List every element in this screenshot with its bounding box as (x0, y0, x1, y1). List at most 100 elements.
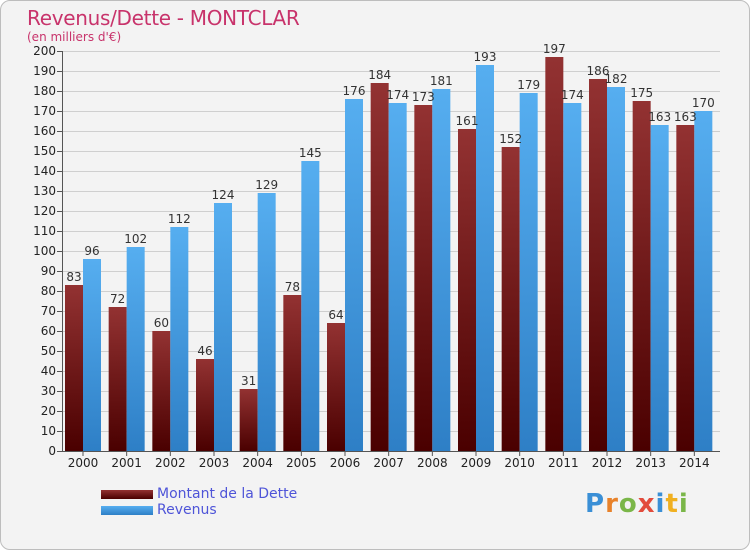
x-tick-label: 2014 (679, 456, 710, 470)
data-label-dette: 161 (456, 114, 479, 128)
y-tick-label: 80 (41, 284, 56, 298)
y-tick-label: 50 (41, 344, 56, 358)
data-label-revenus: 96 (84, 244, 99, 258)
data-label-dette: 60 (154, 316, 169, 330)
data-label-dette: 78 (285, 280, 300, 294)
x-tick-label: 2013 (635, 456, 666, 470)
bar-revenus (650, 125, 669, 451)
data-label-dette: 163 (674, 110, 697, 124)
bar-dette (239, 389, 258, 451)
y-tick-label: 110 (33, 224, 56, 238)
data-label-revenus: 174 (561, 88, 584, 102)
data-label-revenus: 145 (299, 146, 322, 160)
chart-title: Revenus/Dette - MONTCLAR (27, 6, 300, 30)
data-label-dette: 197 (543, 42, 566, 56)
data-label-revenus: 124 (212, 188, 235, 202)
x-tick-label: 2012 (592, 456, 623, 470)
y-tick-label: 0 (48, 444, 56, 458)
x-tick-label: 2011 (548, 456, 579, 470)
y-tick-label: 70 (41, 304, 56, 318)
x-tick-label: 2009 (461, 456, 492, 470)
logo-letter: t (665, 489, 679, 519)
bar-revenus (345, 99, 363, 451)
x-tick-label: 2007 (373, 456, 404, 470)
bar-dette (108, 307, 127, 451)
bar-dette (676, 125, 695, 451)
logo-letter: x (637, 489, 656, 519)
y-tick-label: 90 (41, 264, 56, 278)
bar-dette (370, 83, 389, 451)
x-tick-label: 2010 (504, 456, 535, 470)
y-tick-label: 160 (33, 124, 56, 138)
y-tick-label: 190 (33, 64, 56, 78)
bars (65, 57, 713, 451)
y-tick-label: 40 (41, 364, 56, 378)
data-label-revenus: 102 (124, 232, 147, 246)
bar-revenus (301, 161, 320, 451)
y-tick-label: 30 (41, 384, 56, 398)
logo-letter: o (618, 489, 638, 519)
logo-letter: i (655, 489, 666, 519)
bar-revenus (432, 89, 451, 451)
data-label-revenus: 174 (386, 88, 409, 102)
data-label-dette: 72 (110, 292, 125, 306)
bar-dette (327, 323, 345, 451)
data-label-revenus: 170 (692, 96, 715, 110)
bar-revenus (257, 193, 276, 451)
data-label-dette: 186 (587, 64, 610, 78)
y-tick-label: 130 (33, 184, 56, 198)
axes: 0 10 20 30 40 50 60 70 80 90 100 110 120 130 140 150 160… (33, 44, 720, 470)
logo-letter: i (678, 489, 689, 519)
data-label-revenus: 129 (255, 178, 278, 192)
bar-revenus (126, 247, 145, 451)
bar-revenus (519, 93, 538, 451)
bar-revenus (563, 103, 582, 451)
legend-swatch-revenus (101, 506, 153, 515)
y-tick-label: 10 (41, 424, 56, 438)
legend-label-revenus: Revenus (157, 502, 217, 518)
y-tick-label: 20 (41, 404, 56, 418)
bar-dette (65, 285, 83, 451)
y-tick-label: 120 (33, 204, 56, 218)
y-tick-label: 100 (33, 244, 56, 258)
bar-revenus (83, 259, 101, 451)
bar-dette (196, 359, 214, 451)
bar-dette (589, 79, 607, 451)
bar-revenus (388, 103, 407, 451)
logo-letter: r (605, 489, 619, 519)
legend-swatch-dette (101, 490, 153, 499)
bar-revenus (214, 203, 232, 451)
data-label-dette: 31 (241, 374, 256, 388)
bar-dette (458, 129, 476, 451)
logo-letter: P (585, 489, 606, 519)
data-label-dette: 173 (412, 90, 435, 104)
bar-dette (414, 105, 433, 451)
data-label-revenus: 112 (168, 212, 191, 226)
x-tick-label: 2000 (68, 456, 99, 470)
y-tick-label: 150 (33, 144, 56, 158)
x-tick-label: 2003 (199, 456, 230, 470)
x-tick-label: 2001 (111, 456, 142, 470)
proxiti-logo: Proxiti (585, 489, 689, 519)
data-label-dette: 64 (328, 308, 343, 322)
bar-dette (283, 295, 302, 451)
bar-dette (152, 331, 171, 451)
y-tick-label: 200 (33, 44, 56, 58)
bar-dette (632, 101, 651, 451)
data-label-revenus: 176 (343, 84, 366, 98)
bar-revenus (170, 227, 189, 451)
x-tick-label: 2008 (417, 456, 448, 470)
bar-revenus (476, 65, 494, 451)
x-tick-label: 2004 (242, 456, 273, 470)
data-label-revenus: 181 (430, 74, 453, 88)
y-tick-label: 180 (33, 84, 56, 98)
chart-subtitle: (en milliers d'€) (27, 30, 122, 44)
data-label-dette: 152 (499, 132, 522, 146)
data-label-revenus: 179 (517, 78, 540, 92)
bar-revenus (607, 87, 625, 451)
data-label-dette: 46 (197, 344, 212, 358)
x-tick-label: 2002 (155, 456, 186, 470)
data-label-dette: 184 (368, 68, 391, 82)
